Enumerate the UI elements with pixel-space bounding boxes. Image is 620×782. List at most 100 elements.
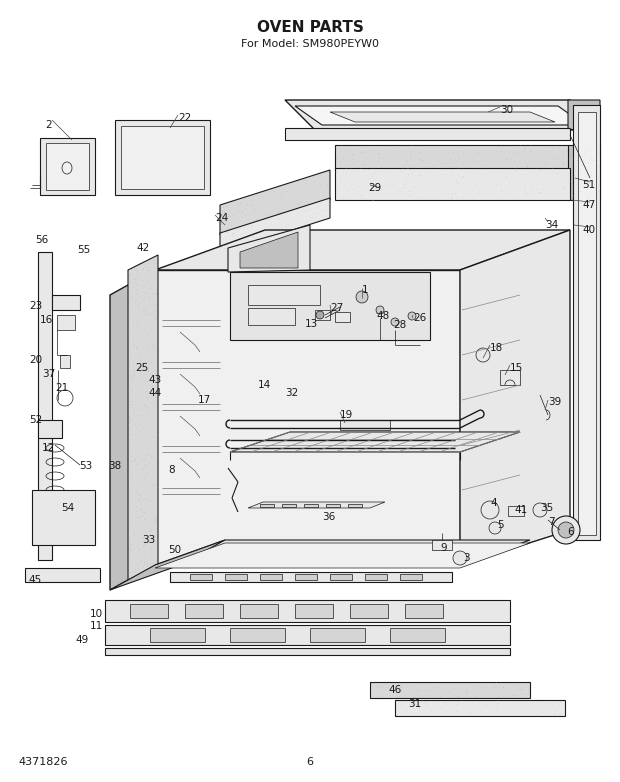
Polygon shape: [568, 145, 600, 200]
Point: [573, 179, 583, 192]
Point: [433, 156, 443, 168]
Point: [414, 143, 424, 156]
Point: [137, 454, 147, 467]
Point: [414, 701, 423, 714]
Point: [331, 165, 341, 178]
Point: [138, 263, 148, 275]
Point: [140, 356, 150, 368]
Point: [374, 185, 384, 197]
Polygon shape: [110, 540, 225, 590]
Point: [573, 189, 583, 202]
Point: [434, 687, 444, 700]
Point: [142, 275, 152, 288]
Point: [135, 296, 144, 309]
Point: [471, 181, 480, 194]
Point: [397, 680, 407, 693]
Point: [427, 681, 437, 694]
Text: 6: 6: [306, 757, 314, 767]
Point: [130, 565, 140, 578]
Point: [565, 149, 575, 162]
Point: [450, 187, 460, 199]
Point: [136, 389, 146, 402]
Point: [126, 450, 136, 462]
Point: [336, 192, 346, 205]
Point: [152, 451, 162, 464]
Point: [282, 198, 292, 210]
Point: [260, 213, 270, 226]
Point: [519, 142, 529, 155]
Point: [143, 365, 153, 378]
Point: [324, 189, 334, 202]
Point: [232, 199, 242, 211]
Point: [394, 690, 404, 702]
Point: [394, 699, 404, 712]
Point: [417, 707, 427, 719]
Point: [348, 182, 358, 195]
Point: [133, 302, 143, 314]
Point: [232, 224, 242, 236]
Point: [510, 695, 520, 708]
Point: [146, 356, 156, 368]
Point: [353, 160, 363, 173]
Polygon shape: [304, 504, 318, 507]
Point: [144, 478, 154, 490]
Point: [144, 494, 154, 507]
Point: [144, 491, 154, 504]
Point: [150, 512, 160, 525]
Point: [502, 170, 512, 182]
Point: [394, 686, 404, 698]
Point: [390, 681, 400, 694]
Point: [140, 398, 149, 411]
Point: [131, 561, 141, 574]
Point: [427, 160, 436, 173]
Polygon shape: [230, 432, 520, 452]
Point: [445, 686, 454, 698]
Point: [508, 147, 518, 160]
Point: [149, 522, 159, 535]
Point: [151, 516, 161, 529]
Point: [512, 162, 521, 174]
Point: [469, 192, 479, 204]
Point: [143, 307, 153, 319]
Polygon shape: [508, 506, 524, 516]
Point: [144, 426, 154, 439]
Text: 50: 50: [168, 545, 181, 555]
Point: [406, 163, 416, 175]
Polygon shape: [121, 126, 204, 189]
Point: [147, 421, 157, 434]
Point: [512, 147, 521, 160]
Point: [136, 501, 146, 514]
Point: [131, 505, 141, 518]
Point: [127, 455, 137, 468]
Point: [149, 558, 159, 570]
Point: [150, 514, 160, 526]
Point: [141, 564, 151, 576]
Point: [141, 302, 151, 314]
Point: [281, 185, 291, 197]
Point: [132, 403, 142, 415]
Text: 17: 17: [198, 395, 211, 405]
Point: [491, 145, 501, 158]
Point: [123, 429, 133, 442]
Point: [151, 516, 161, 529]
Point: [148, 493, 157, 505]
Polygon shape: [130, 604, 168, 618]
Point: [303, 180, 313, 192]
Point: [332, 185, 342, 197]
Point: [373, 681, 383, 694]
Point: [589, 178, 599, 190]
Point: [149, 386, 159, 399]
Point: [153, 526, 162, 538]
Point: [125, 495, 135, 508]
Point: [594, 192, 604, 205]
Point: [518, 185, 528, 198]
Point: [442, 708, 452, 721]
Point: [477, 701, 487, 714]
Point: [340, 162, 350, 174]
Polygon shape: [155, 270, 460, 565]
Point: [565, 175, 575, 188]
Polygon shape: [295, 574, 317, 580]
Polygon shape: [326, 504, 340, 507]
Point: [128, 272, 138, 285]
Point: [531, 708, 541, 720]
